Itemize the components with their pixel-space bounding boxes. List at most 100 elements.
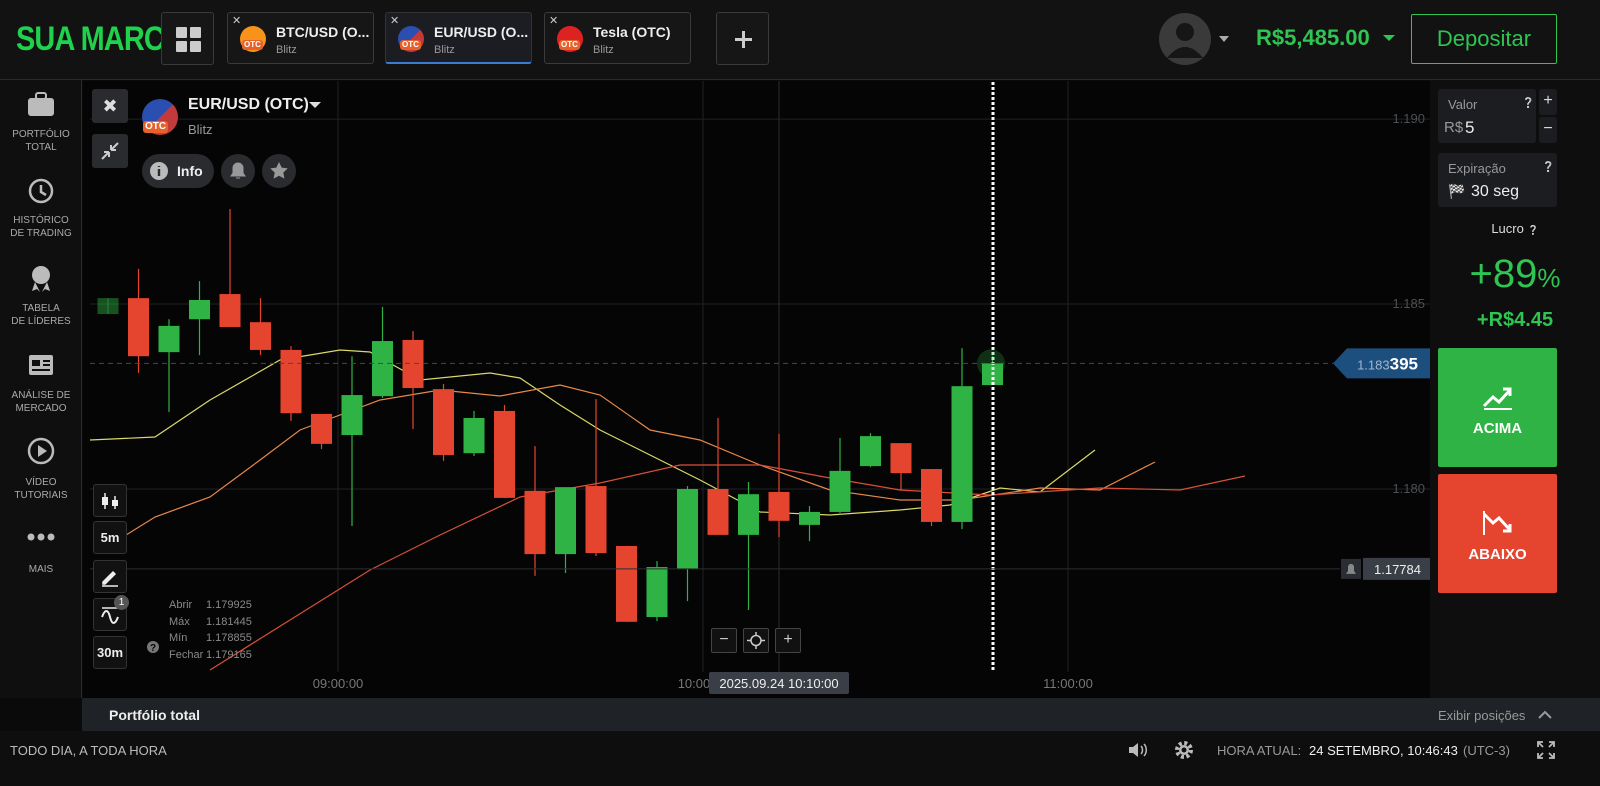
- brand: SUA MARCA: [16, 20, 185, 58]
- profit-label: Lucro: [1491, 221, 1524, 236]
- indicator-line: [209, 464, 1246, 671]
- candle-body: [433, 389, 454, 455]
- help-icon: ❔: [1527, 225, 1539, 235]
- portfolio-icon: [28, 92, 54, 116]
- asset-name[interactable]: EUR/USD (OTC): [188, 96, 309, 113]
- fullscreen-icon[interactable]: [1536, 740, 1556, 760]
- overlays: 1.183395 1.17784 2025.09.24 10:10:00: [90, 348, 1430, 694]
- asset-tab[interactable]: ✕ OTC Tesla (OTC) Blitz: [544, 12, 691, 64]
- show-positions[interactable]: Exibir posições: [1438, 708, 1526, 723]
- sidebar-label: DE LÍDERES: [11, 316, 71, 327]
- amount-plus[interactable]: +: [1539, 89, 1557, 115]
- ohlc-row: Máx 1.181445: [169, 614, 252, 631]
- amount-minus[interactable]: −: [1539, 117, 1557, 143]
- time-label: HORA ATUAL:: [1217, 743, 1302, 758]
- crosshair-time: 2025.09.24 10:10:00: [719, 676, 838, 691]
- plus-icon: [735, 31, 752, 48]
- zoom-in-button[interactable]: +: [775, 628, 801, 653]
- balance[interactable]: R$5,485.00: [1256, 25, 1370, 50]
- current-price-tag: [1333, 348, 1430, 379]
- down-button[interactable]: ABAIXO: [1438, 474, 1557, 593]
- ohlc-row: Mín 1.178855: [169, 630, 252, 647]
- target-icon: [747, 632, 765, 649]
- candle-body: [768, 491, 790, 521]
- coin-icon: OTC: [398, 26, 424, 52]
- zoom-button[interactable]: 30m: [93, 636, 127, 669]
- sidebar-item[interactable]: TABELA DE LÍDERES: [0, 302, 82, 328]
- otc-badge: OTC: [242, 40, 263, 50]
- expand-caret[interactable]: [1537, 708, 1553, 720]
- sidebar-label: HISTÓRICO: [13, 215, 69, 226]
- sidebar-item[interactable]: VÍDEO TUTORIAIS: [0, 476, 82, 502]
- add-tab-button[interactable]: [716, 12, 769, 65]
- close-tab[interactable]: ✕: [549, 15, 559, 27]
- candle-body: [677, 489, 698, 569]
- sidebar-item[interactable]: MAIS: [0, 563, 82, 576]
- asset-tab[interactable]: ✕ OTC BTC/USD (O... Blitz: [227, 12, 374, 64]
- candle-body: [890, 443, 912, 474]
- footer: TODO DIA, A TODA HORA HORA ATUAL: 24 SET…: [0, 731, 1600, 786]
- collapse-button[interactable]: [92, 134, 128, 168]
- asset-sub: Blitz: [188, 122, 213, 137]
- settings-icon[interactable]: [1173, 739, 1195, 761]
- up-button[interactable]: ACIMA: [1438, 348, 1557, 467]
- svg-text:?: ?: [150, 643, 156, 654]
- candle-body: [799, 511, 820, 525]
- candle-body: [829, 470, 851, 512]
- video-icon: [27, 437, 55, 465]
- avatar[interactable]: [1158, 12, 1238, 66]
- info-button[interactable]: Info: [142, 154, 214, 188]
- candle-body: [951, 386, 973, 522]
- down-icon: [1482, 511, 1512, 535]
- current-time: 24 SETEMBRO, 10:46:43: [1309, 743, 1458, 758]
- center-button[interactable]: [743, 628, 769, 653]
- close-chart-button[interactable]: ✖: [92, 89, 128, 123]
- close-tab[interactable]: ✕: [232, 15, 242, 27]
- tab-sub: Blitz: [593, 44, 614, 56]
- zoom-out-button[interactable]: −: [711, 628, 737, 653]
- candle-body: [707, 489, 729, 535]
- deposit-button[interactable]: Depositar: [1411, 14, 1557, 64]
- timeframe-button[interactable]: 5m: [93, 521, 127, 554]
- pencil-icon: [102, 570, 118, 587]
- otc-badge: OTC: [559, 40, 580, 50]
- sidebar-label: PORTFÓLIO: [12, 129, 70, 140]
- ohlc-row: Abrir 1.179925: [169, 597, 252, 614]
- amount-box[interactable]: Valor ❔ R$ 5: [1438, 89, 1536, 143]
- close-tab[interactable]: ✕: [390, 15, 400, 27]
- tab-sub: Blitz: [276, 44, 297, 56]
- alert-button[interactable]: [221, 154, 255, 188]
- expiry-box[interactable]: Expiração ❔ 🏁 30 seg: [1438, 153, 1557, 207]
- sidebar-item[interactable]: ANÁLISE DE MERCADO: [0, 389, 82, 415]
- draw-button[interactable]: [93, 560, 127, 593]
- candle-body: [341, 395, 363, 435]
- sound-icon[interactable]: [1126, 740, 1150, 760]
- asset-icon: OTC: [142, 99, 178, 135]
- alert-label: 1.17784: [1374, 562, 1421, 577]
- profit-pct: +89: [1469, 252, 1538, 296]
- alert-bell-icon: [1346, 563, 1356, 574]
- expiry-label: Expiração: [1448, 161, 1506, 176]
- sidebar-item[interactable]: HISTÓRICO DE TRADING: [0, 214, 82, 240]
- slogan: TODO DIA, A TODA HORA: [10, 743, 167, 758]
- profit-label-row: Lucro ❔: [1430, 221, 1600, 236]
- help-icon: ?: [147, 641, 159, 654]
- timezone: (UTC-3): [1463, 743, 1510, 758]
- favorite-button[interactable]: [262, 154, 296, 188]
- flag-icon: 🏁: [1448, 183, 1466, 199]
- help-icon: ❔: [1522, 98, 1535, 109]
- grid-button[interactable]: [161, 12, 214, 65]
- candles: [97, 208, 1003, 622]
- sidebar-item[interactable]: PORTFÓLIO TOTAL: [0, 128, 82, 154]
- asset-tab[interactable]: ✕ OTC EUR/USD (O... Blitz: [385, 12, 532, 64]
- candle-body: [158, 325, 180, 353]
- candle-body: [738, 494, 759, 535]
- wave-icon: [101, 607, 119, 624]
- candle-body: [555, 487, 576, 555]
- coin-icon: OTC: [240, 26, 266, 52]
- trade-panel: Valor ❔ R$ 5 + − Expiração ❔ 🏁 30 seg Lu…: [1430, 80, 1600, 698]
- chart-type-button[interactable]: [93, 484, 127, 517]
- help-icon: ❔: [1542, 162, 1555, 173]
- up-icon: [1482, 387, 1512, 410]
